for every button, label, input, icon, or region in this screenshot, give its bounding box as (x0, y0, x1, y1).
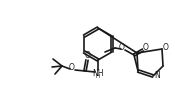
Text: N: N (154, 72, 160, 80)
Text: O: O (119, 43, 125, 52)
Text: H: H (96, 75, 100, 80)
Text: O: O (163, 43, 169, 52)
Text: O: O (69, 63, 75, 73)
Text: O: O (85, 52, 91, 61)
Text: NH: NH (92, 68, 104, 77)
Text: O: O (143, 43, 149, 52)
